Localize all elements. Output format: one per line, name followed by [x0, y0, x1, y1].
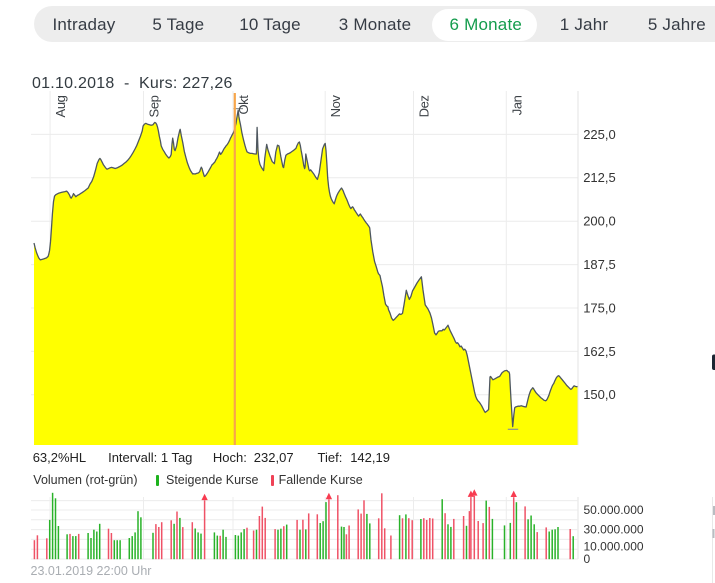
svg-text:225,0: 225,0: [583, 127, 616, 142]
svg-text:200,0: 200,0: [583, 214, 616, 229]
svg-text:Sep: Sep: [147, 95, 162, 117]
svg-text:162,5: 162,5: [583, 344, 616, 359]
svg-text:150,0: 150,0: [583, 387, 616, 402]
svg-text:Nov: Nov: [328, 95, 343, 118]
svg-text:Dez: Dez: [417, 96, 432, 118]
svg-text:175,0: 175,0: [583, 300, 616, 315]
svg-text:212,5: 212,5: [583, 170, 616, 185]
svg-text:50.000.000: 50.000.000: [584, 503, 644, 517]
svg-text:187,5: 187,5: [583, 257, 616, 272]
svg-text:Okt: Okt: [236, 95, 251, 115]
svg-text:Jan: Jan: [509, 95, 524, 115]
svg-text:10.000.000: 10.000.000: [584, 540, 644, 554]
svg-text:Aug: Aug: [53, 95, 68, 117]
svg-text:30.000.000: 30.000.000: [584, 523, 644, 537]
svg-text:0: 0: [584, 552, 591, 566]
